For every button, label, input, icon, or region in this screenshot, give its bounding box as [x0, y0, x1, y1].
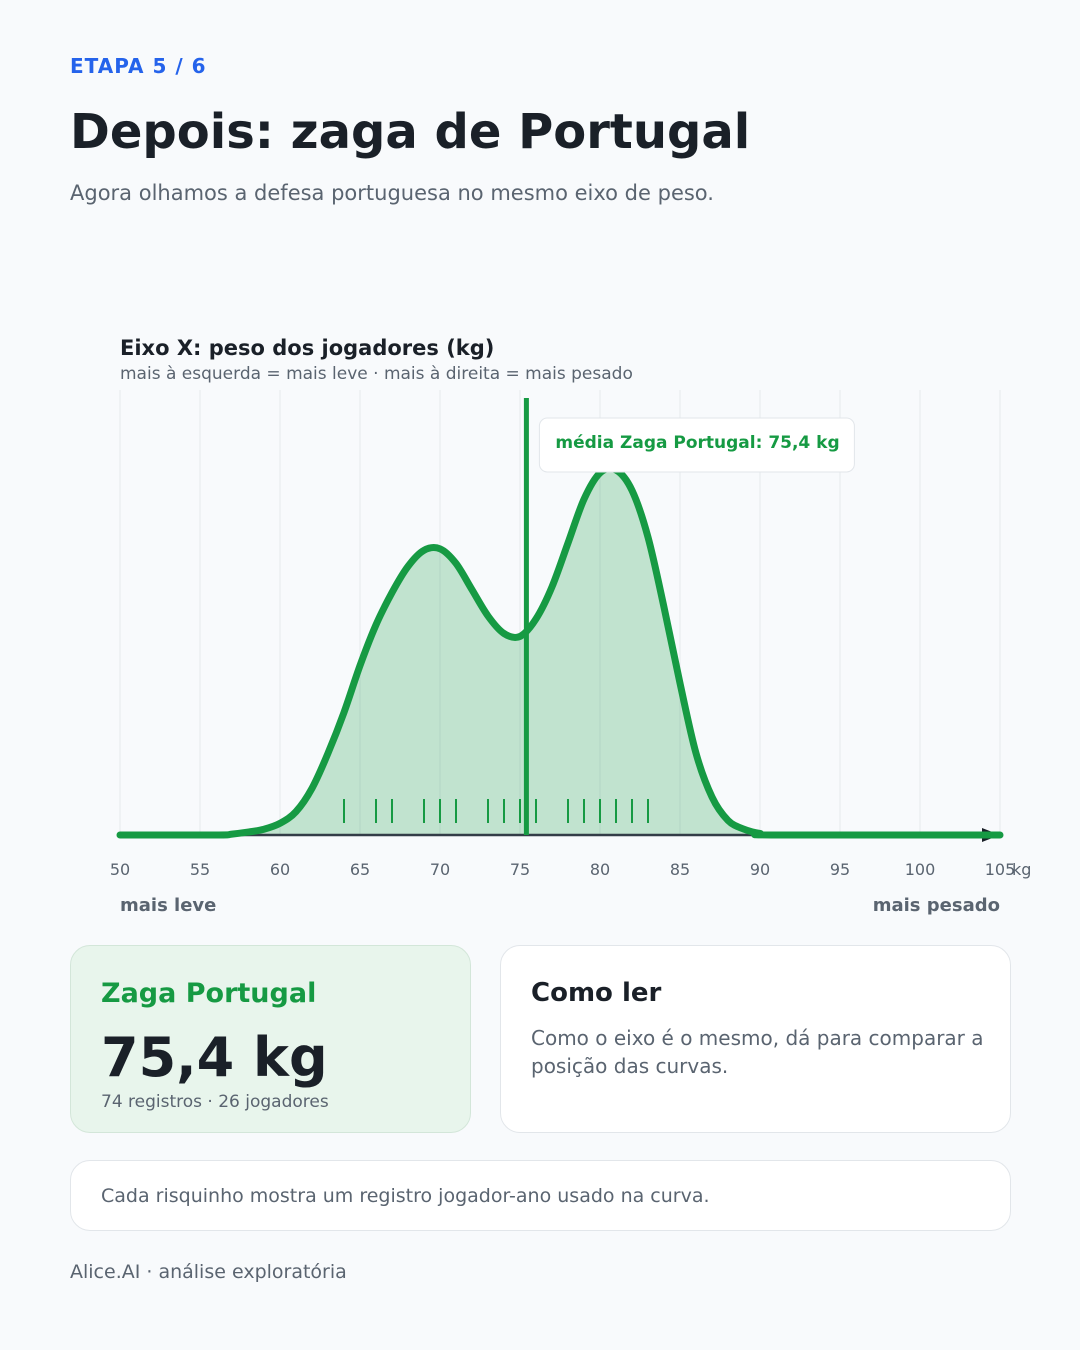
mean-label-box — [538, 417, 855, 473]
density-area — [120, 468, 1000, 835]
group-mean-value: 75,4 kg — [101, 1026, 328, 1089]
group-meta: 74 registros · 26 jogadores — [101, 1092, 329, 1112]
x-tick-label-6: 80 — [590, 860, 610, 879]
footer-credit: Alice.AI · análise exploratória — [70, 1261, 347, 1283]
how-to-read-title: Como ler — [531, 978, 662, 1008]
rug-marks — [343, 799, 649, 823]
chart-subtitle: mais à esquerda = mais leve · mais à dir… — [120, 364, 633, 384]
x-tick-label-9: 95 — [830, 860, 850, 879]
right-caption: mais pesado — [873, 895, 1000, 916]
x-tick-label-0: 50 — [110, 860, 130, 879]
grid-lines — [119, 390, 1001, 835]
x-tick-label-3: 65 — [350, 860, 370, 879]
group-summary-card: Zaga Portugal 75,4 kg 74 registros · 26 … — [70, 945, 471, 1133]
x-tick-label-8: 90 — [750, 860, 770, 879]
x-tick-label-5: 75 — [510, 860, 530, 879]
how-to-read-card: Como ler Como o eixo é o mesmo, dá para … — [500, 945, 1011, 1133]
x-axis-unit-label: kg — [1012, 860, 1031, 879]
weight-density-chart: Eixo X: peso dos jogadores (kg) mais à e… — [110, 336, 1032, 916]
mean-label: média Zaga Portugal: 75,4 kg — [555, 433, 839, 453]
how-to-read-body: Como o eixo é o mesmo, dá para comparar … — [531, 1026, 984, 1078]
left-caption: mais leve — [120, 895, 216, 916]
x-tick-labels: 50 55 60 65 70 75 80 85 90 95 100 105 — [110, 860, 1015, 879]
rug-note-text: Cada risquinho mostra um registro jogado… — [101, 1185, 710, 1207]
x-tick-label-2: 60 — [270, 860, 290, 879]
page-title: Depois: zaga de Portugal — [70, 104, 751, 160]
x-tick-label-11: 105 — [985, 860, 1016, 879]
page-subtitle: Agora olhamos a defesa portuguesa no mes… — [70, 181, 714, 205]
rug-note-card: Cada risquinho mostra um registro jogado… — [70, 1160, 1011, 1231]
x-tick-label-4: 70 — [430, 860, 450, 879]
chart-title: Eixo X: peso dos jogadores (kg) — [120, 336, 494, 360]
x-tick-label-1: 55 — [190, 860, 210, 879]
x-tick-label-7: 85 — [670, 860, 690, 879]
density-curve — [116, 464, 1004, 839]
step-indicator: ETAPA 5 / 6 — [70, 54, 207, 78]
group-name: Zaga Portugal — [101, 978, 317, 1009]
x-tick-label-10: 100 — [905, 860, 936, 879]
